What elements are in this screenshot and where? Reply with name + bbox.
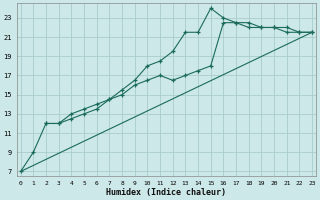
X-axis label: Humidex (Indice chaleur): Humidex (Indice chaleur) [106,188,226,197]
